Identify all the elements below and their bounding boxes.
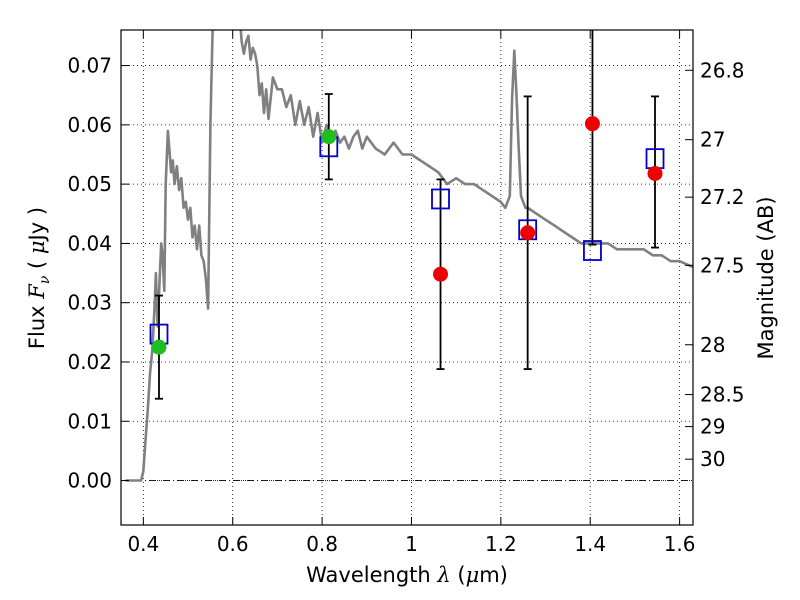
magnitude-tick-label: 27.5 xyxy=(700,253,745,277)
y-tick-label: 0.01 xyxy=(67,409,112,433)
plot-background xyxy=(121,30,693,525)
axis-ticks xyxy=(121,30,693,525)
magnitude-tick-label: 29 xyxy=(700,415,725,439)
red-data-point xyxy=(647,165,663,181)
y-tick-label: 0.02 xyxy=(67,350,112,374)
y-tick-label: 0.04 xyxy=(67,231,112,255)
magnitude-tick-label: 30 xyxy=(700,447,725,471)
green-data-point xyxy=(151,339,167,355)
plot-frame xyxy=(120,29,694,526)
y-tick-label: 0.05 xyxy=(67,172,112,196)
x-tick-label: 1.4 xyxy=(574,532,606,556)
x-tick-label: 0.6 xyxy=(217,532,249,556)
red-data-point xyxy=(584,116,600,132)
y-axis-label: Flux Fν ( μJy ) xyxy=(25,207,53,349)
y-tick-label: 0.03 xyxy=(67,291,112,315)
template-spectrum-line xyxy=(125,30,693,482)
x-tick-label: 1.6 xyxy=(664,532,696,556)
x-tick-label: 0.4 xyxy=(127,532,159,556)
x-tick-label: 0.8 xyxy=(306,532,338,556)
y-tick-label: 0.07 xyxy=(67,54,112,78)
y-tick-labels: 0.00 0.01 0.02 0.03 0.04 0.05 0.06 0.07 xyxy=(67,54,112,493)
red-data-point xyxy=(433,266,449,282)
magnitude-tick-label: 28.5 xyxy=(700,383,745,407)
x-tick-label: 1 xyxy=(405,532,418,556)
x-axis-label: Wavelength λ (μm) xyxy=(306,563,508,587)
x-tick-label: 1.2 xyxy=(485,532,517,556)
magnitude-tick-label: 28 xyxy=(700,333,725,357)
y-tick-label: 0.06 xyxy=(67,113,112,137)
magnitude-tick-labels: 26.8 27 27.2 27.5 28 28.5 29 30 xyxy=(700,58,745,471)
magnitude-tick-label: 27.2 xyxy=(700,185,745,209)
magnitude-tick-label: 26.8 xyxy=(700,58,745,82)
y-tick-label: 0.00 xyxy=(67,469,112,493)
model-square-marker xyxy=(431,188,450,210)
red-data-point xyxy=(520,225,536,241)
magnitude-axis-label: Magnitude (AB) xyxy=(754,196,778,359)
green-data-point xyxy=(321,129,337,145)
magnitude-tick-label: 27 xyxy=(700,128,725,152)
model-square-marker xyxy=(583,240,602,261)
x-tick-labels: 0.4 0.6 0.8 1 1.2 1.4 1.6 xyxy=(127,532,695,556)
